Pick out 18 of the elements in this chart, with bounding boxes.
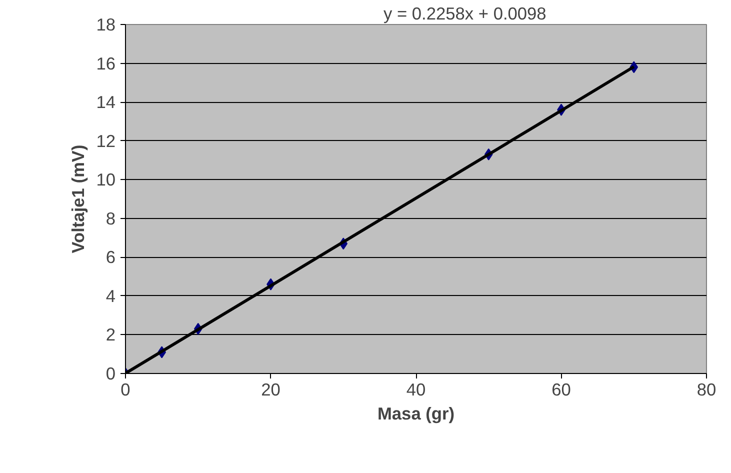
y-tick-label: 0 (106, 364, 116, 384)
x-tick-label: 60 (552, 380, 571, 400)
y-tick-label: 2 (106, 324, 116, 345)
y-tick-label: 10 (96, 170, 116, 190)
y-tick-label: 18 (96, 14, 116, 34)
x-tick-label: 20 (261, 380, 280, 400)
x-tick-label: 0 (120, 380, 130, 400)
x-axis-title: Masa (gr) (377, 404, 455, 424)
x-tick-label: 40 (406, 380, 426, 400)
y-tick-label: 6 (106, 247, 116, 268)
y-tick-label: 14 (96, 92, 116, 112)
x-tick-label: 80 (696, 380, 716, 400)
y-tick-label: 16 (96, 53, 116, 74)
y-tick-label: 4 (106, 286, 116, 306)
y-tick-label: 12 (96, 130, 116, 151)
y-axis-title: Voltaje1 (mV) (68, 144, 88, 254)
text: y = 0.2258x + 0.0098 (384, 4, 546, 24)
y-tick-label: 8 (106, 208, 116, 228)
